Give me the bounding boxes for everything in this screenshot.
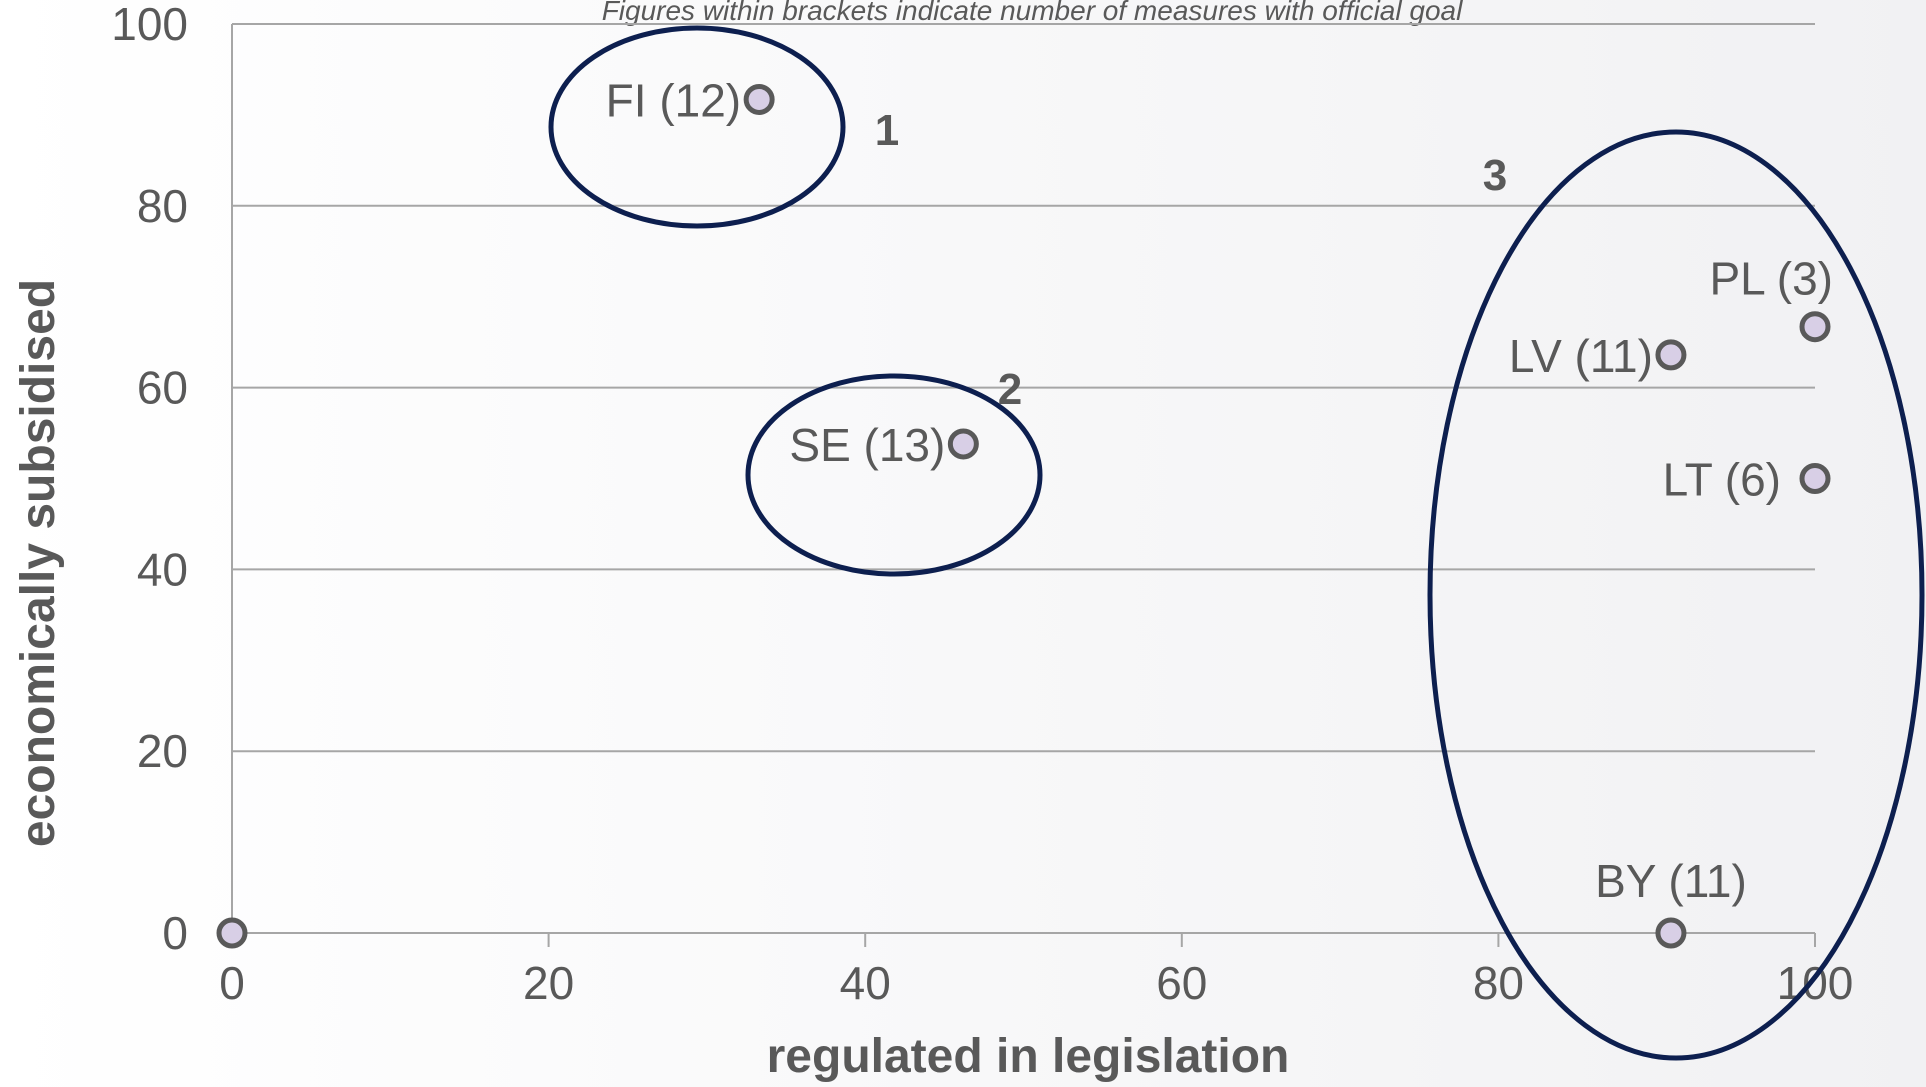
point-label: BY (11) [1595,855,1747,907]
y-tick-label: 20 [137,725,188,777]
point-label: FI (12) [606,74,741,126]
cluster-number-3: 3 [1483,151,1507,200]
x-tick-label: 80 [1473,957,1524,1009]
x-axis-title: regulated in legislation [767,1030,1290,1083]
data-point [1658,342,1684,368]
data-point [1802,466,1828,492]
cluster-number-2: 2 [998,365,1022,414]
y-tick-label: 0 [162,907,188,959]
y-tick-label: 80 [137,180,188,232]
y-axis-title: economically subsidised [12,279,65,847]
point-label: PL (3) [1709,253,1833,305]
y-tick-label: 100 [111,0,188,50]
data-point [219,920,245,946]
point-label: LV (11) [1509,330,1653,382]
y-tick-label: 60 [137,362,188,414]
data-point [1802,314,1828,340]
x-tick-label: 60 [1156,957,1207,1009]
data-point [950,431,976,457]
data-point [746,86,772,112]
chart-subtitle: Figures within brackets indicate number … [602,0,1463,26]
cluster-number-1: 1 [875,106,899,155]
point-label: LT (6) [1663,454,1781,506]
point-label: SE (13) [789,419,945,471]
x-tick-label: 0 [219,957,245,1009]
x-tick-label: 100 [1777,957,1854,1009]
x-tick-label: 20 [523,957,574,1009]
data-point [1658,920,1684,946]
x-tick-label: 40 [840,957,891,1009]
y-tick-label: 40 [137,543,188,595]
